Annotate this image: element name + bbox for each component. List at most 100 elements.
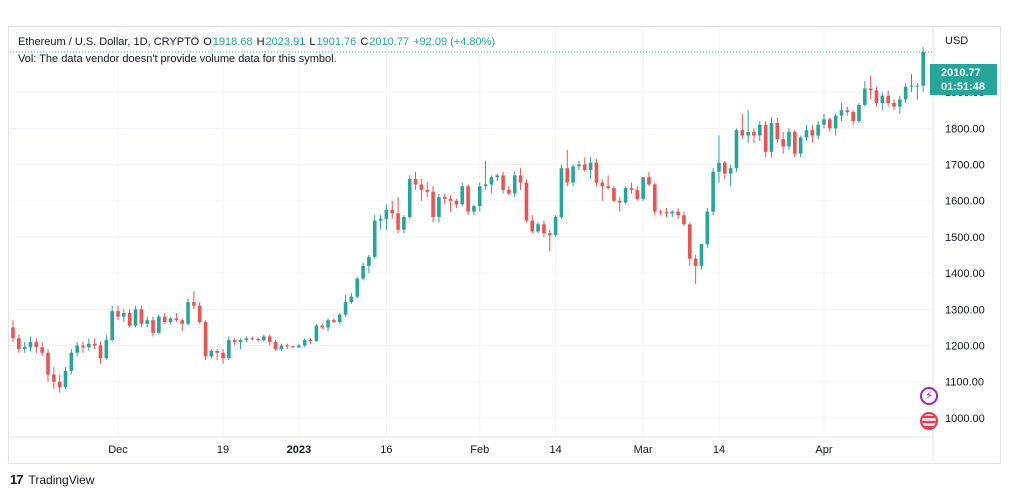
candle-body bbox=[244, 338, 249, 341]
brand-name[interactable]: TradingView bbox=[28, 472, 95, 487]
candle-body bbox=[845, 110, 850, 113]
candle-body bbox=[227, 340, 231, 359]
candle-body bbox=[839, 110, 844, 116]
candle-body bbox=[291, 346, 295, 348]
candle-body bbox=[145, 320, 149, 324]
price-tick-label: 1300.00 bbox=[945, 304, 985, 316]
candle-body bbox=[63, 370, 68, 388]
candle-body bbox=[652, 184, 657, 212]
candle-body bbox=[781, 139, 785, 147]
candle-body bbox=[203, 321, 208, 357]
candle-body bbox=[880, 95, 885, 104]
candle-body bbox=[757, 124, 762, 136]
legend-ohlc: Ethereum / U.S. Dollar, 1D, CRYPTO O1918… bbox=[18, 36, 496, 48]
candle-body bbox=[705, 211, 710, 245]
change-value: +92.09 (+4.80%) bbox=[413, 36, 496, 48]
candle-body bbox=[921, 51, 925, 86]
candle-body bbox=[454, 200, 459, 205]
candle-body bbox=[396, 213, 400, 230]
candle-body bbox=[687, 224, 692, 259]
candle-body bbox=[349, 296, 354, 303]
price-tick-label: 1000.00 bbox=[945, 413, 985, 425]
candle-body bbox=[524, 182, 529, 221]
candle-body bbox=[658, 211, 663, 213]
candle-body bbox=[151, 320, 155, 333]
candle-body bbox=[157, 316, 161, 333]
candle-body bbox=[577, 164, 581, 167]
candle-body bbox=[711, 171, 715, 212]
candle-body bbox=[110, 311, 114, 341]
high-value: 2023.91 bbox=[265, 36, 306, 48]
candle-body bbox=[332, 320, 336, 322]
candle-body bbox=[571, 166, 575, 183]
time-tick-label: 19 bbox=[217, 444, 229, 456]
candle-body bbox=[69, 352, 74, 371]
candle-body bbox=[594, 162, 599, 183]
candle-body bbox=[542, 224, 546, 234]
candle-body bbox=[162, 316, 167, 322]
time-tick-label: Feb bbox=[470, 444, 489, 456]
candle-body bbox=[367, 256, 371, 266]
price-tick-label: 1600.00 bbox=[945, 196, 985, 208]
price-tick-label: 1100.00 bbox=[945, 377, 984, 389]
candle-body bbox=[215, 350, 220, 353]
us-flag-icon[interactable] bbox=[920, 412, 938, 430]
candle-body bbox=[448, 198, 453, 201]
candle-body bbox=[232, 340, 237, 342]
candle-body bbox=[822, 119, 826, 125]
candle-body bbox=[507, 189, 511, 194]
open-label: O bbox=[203, 36, 212, 48]
candle-body bbox=[442, 197, 447, 199]
candle-body bbox=[915, 85, 920, 87]
candle-body bbox=[384, 209, 389, 219]
price-tick-label: 1700.00 bbox=[945, 160, 985, 172]
candle-body bbox=[606, 186, 610, 189]
candle-body bbox=[413, 179, 418, 185]
time-tick-label: 14 bbox=[549, 444, 561, 456]
candle-body bbox=[273, 341, 278, 350]
candle-body bbox=[582, 164, 587, 170]
candle-body bbox=[46, 352, 50, 375]
candle-body bbox=[133, 309, 138, 326]
candle-body bbox=[816, 124, 820, 136]
candle-body bbox=[186, 302, 190, 324]
close-label: C bbox=[360, 36, 369, 48]
candle-body bbox=[40, 347, 44, 353]
candle-body bbox=[343, 302, 348, 315]
candle-body bbox=[798, 137, 803, 154]
candle-body bbox=[775, 122, 780, 140]
candle-body bbox=[734, 130, 739, 169]
candle-body bbox=[635, 189, 640, 199]
candle-body bbox=[297, 345, 301, 348]
candle-body bbox=[180, 320, 185, 324]
candle-body bbox=[746, 131, 750, 136]
high-label: H bbox=[256, 36, 265, 48]
candle-body bbox=[238, 340, 243, 342]
bar-countdown: 01:51:48 bbox=[941, 81, 986, 93]
candle-body bbox=[600, 182, 605, 187]
candle-body bbox=[518, 175, 523, 183]
candle-body bbox=[139, 309, 144, 324]
currency-label[interactable]: USD bbox=[945, 35, 969, 47]
time-tick-label: Apr bbox=[815, 444, 832, 456]
candle-body bbox=[466, 186, 470, 212]
candle-body bbox=[390, 209, 395, 214]
candle-body bbox=[536, 224, 540, 232]
candle-body bbox=[419, 184, 424, 190]
candle-body bbox=[763, 124, 768, 152]
candle-body bbox=[565, 168, 570, 183]
candle-body bbox=[612, 188, 616, 201]
candle-body bbox=[326, 320, 330, 328]
candle-body bbox=[641, 177, 645, 199]
candle-body bbox=[256, 338, 260, 341]
tradingview-logo-icon[interactable]: 17 bbox=[10, 472, 24, 487]
candle-body bbox=[728, 168, 733, 174]
candle-body bbox=[168, 318, 173, 322]
candle-body bbox=[810, 130, 815, 136]
candle-body bbox=[477, 186, 482, 207]
symbol-title[interactable]: Ethereum / U.S. Dollar, 1D, CRYPTO bbox=[18, 36, 200, 48]
lightning-icon[interactable]: ⚡ bbox=[920, 387, 938, 405]
time-tick-label: Mar bbox=[634, 444, 653, 456]
candle-body bbox=[833, 115, 838, 129]
